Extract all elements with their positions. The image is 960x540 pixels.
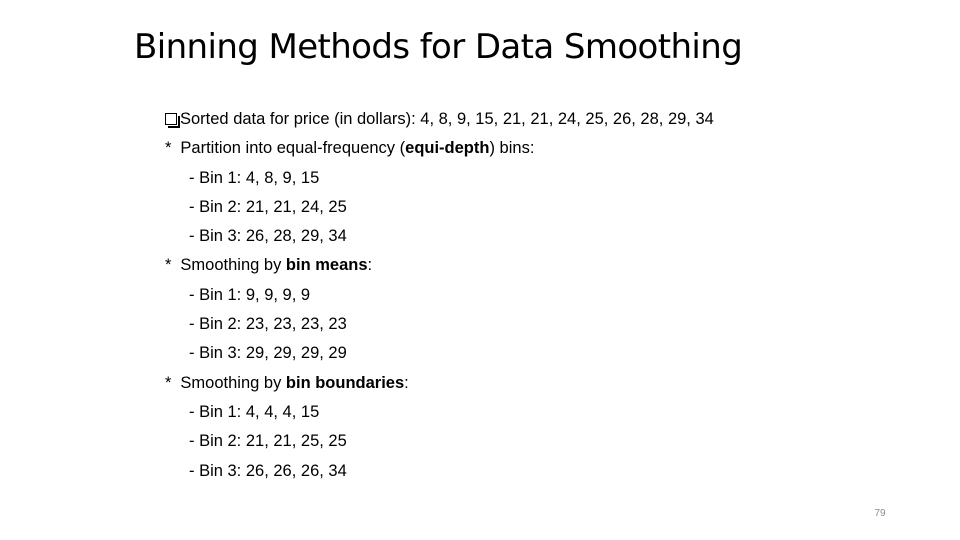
- means-bold-term: bin means: [285, 256, 368, 275]
- boundaries-bin-1: - Bin 1: 4, 4, 4, 15: [189, 402, 320, 421]
- boundaries-bold-term: bin boundaries: [285, 373, 405, 392]
- means-bin-1: - Bin 1: 9, 9, 9, 9: [189, 285, 311, 304]
- means-bin-3: - Bin 3: 29, 29, 29, 29: [189, 344, 347, 363]
- partition-prefix: Partition into equal-frequency (: [180, 139, 406, 158]
- means-prefix: Smoothing by: [180, 256, 286, 275]
- asterisk-bullet: *: [165, 373, 172, 392]
- boundaries-heading: * Smoothing by bin boundaries:: [164, 369, 864, 398]
- means-suffix: :: [367, 256, 373, 275]
- boundaries-bin-2: - Bin 2: 21, 21, 25, 25: [189, 432, 347, 451]
- slide-content: Sorted data for price (in dollars): 4, 8…: [164, 105, 864, 486]
- partition-bin-3: - Bin 3: 26, 28, 29, 34: [189, 227, 347, 246]
- sorted-data-text: Sorted data for price (in dollars): 4, 8…: [180, 110, 714, 128]
- partition-bold-term: equi-depth: [405, 139, 490, 158]
- boundaries-bin-3: - Bin 3: 26, 26, 26, 34: [189, 461, 347, 480]
- asterisk-bullet: *: [165, 256, 172, 275]
- means-bin-2: - Bin 2: 23, 23, 23, 23: [189, 315, 347, 334]
- page-number: 79: [874, 508, 886, 519]
- partition-bin-2: - Bin 2: 21, 21, 24, 25: [189, 197, 347, 216]
- partition-suffix: ) bins:: [489, 139, 535, 158]
- slide-title: Binning Methods for Data Smoothing: [134, 27, 743, 67]
- boundaries-prefix: Smoothing by: [180, 373, 286, 392]
- means-heading: * Smoothing by bin means:: [164, 251, 864, 280]
- boundaries-suffix: :: [404, 373, 409, 392]
- partition-heading: * Partition into equal-frequency (equi-de…: [164, 134, 864, 163]
- asterisk-bullet: *: [165, 139, 172, 158]
- checkbox-bullet-icon: [165, 113, 180, 128]
- partition-bin-1: - Bin 1: 4, 8, 9, 15: [189, 168, 320, 187]
- sorted-data-line: Sorted data for price (in dollars): 4, 8…: [164, 105, 864, 134]
